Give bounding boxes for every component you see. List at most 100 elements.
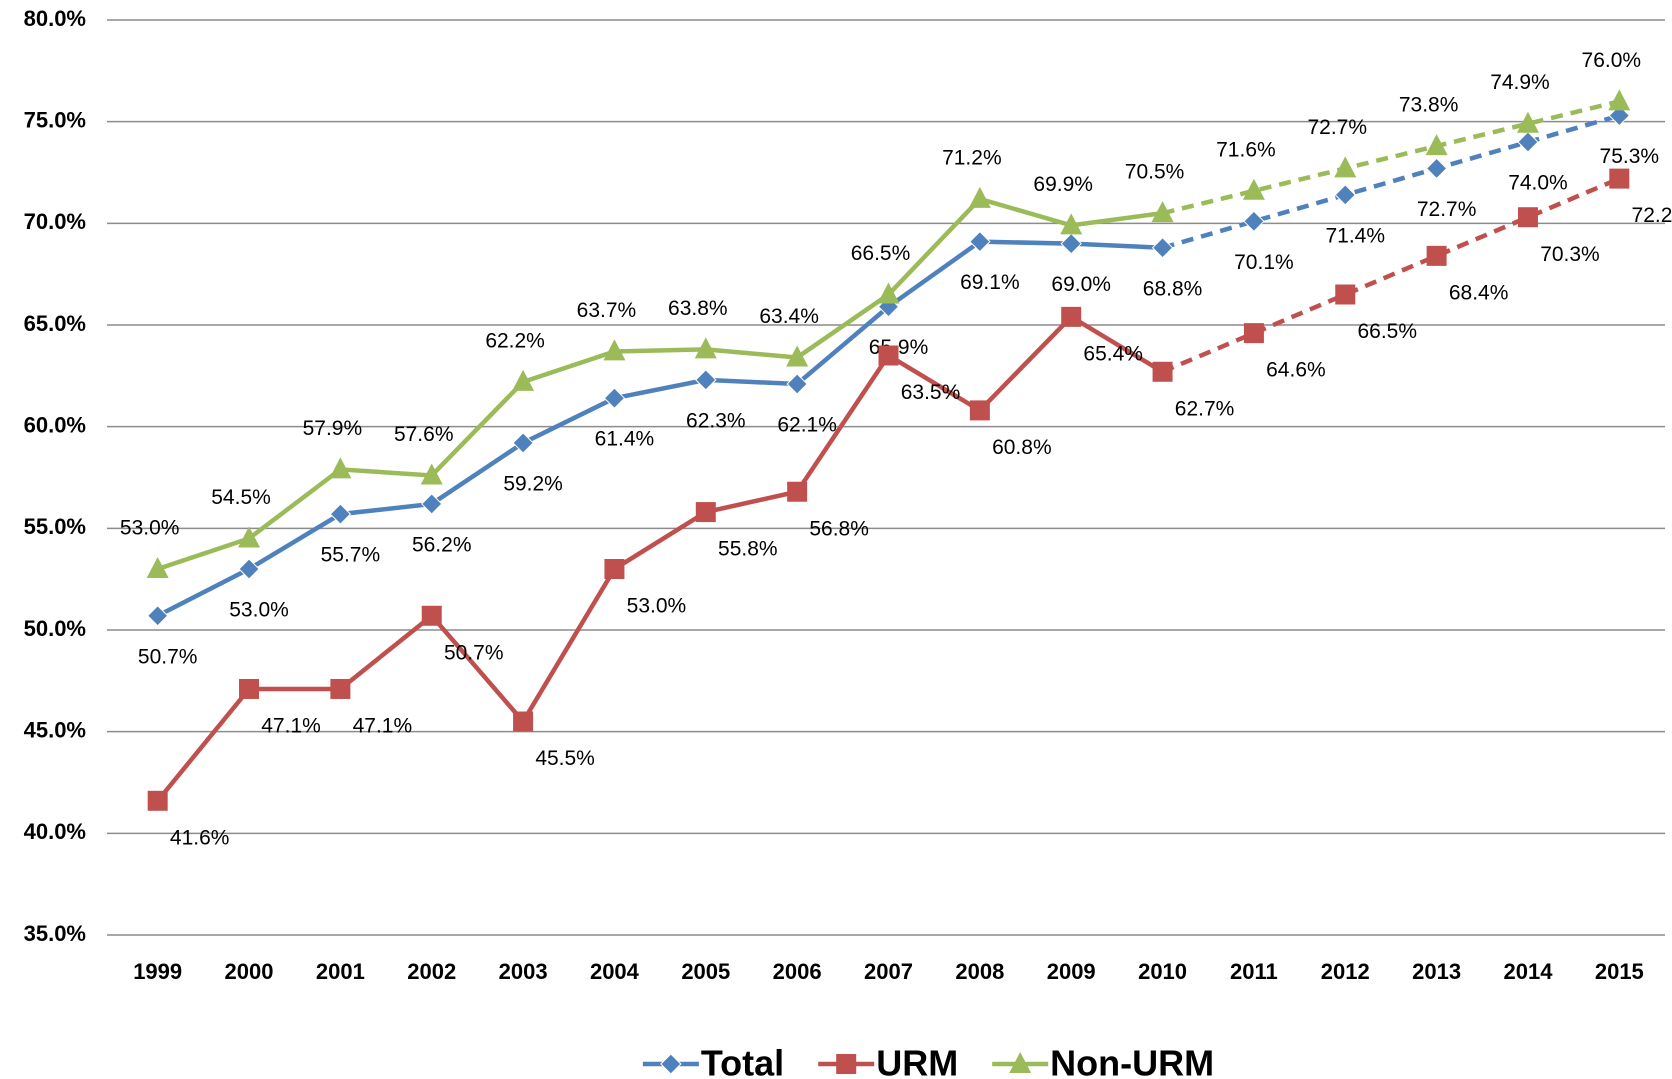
marker [1009, 1052, 1032, 1073]
x-tick-label: 2008 [955, 959, 1004, 984]
marker [1609, 168, 1630, 189]
x-tick-label: 2009 [1047, 959, 1096, 984]
series-line [155, 314, 1164, 803]
data-label: 55.8% [718, 538, 778, 561]
marker [968, 186, 991, 208]
data-label: 41.6% [170, 826, 230, 849]
marker [1334, 156, 1357, 178]
data-label: 62.1% [777, 414, 837, 437]
data-label: 68.8% [1143, 277, 1203, 300]
marker [1242, 178, 1265, 200]
x-tick-label: 2011 [1230, 959, 1278, 984]
x-tick-label: 1999 [133, 959, 182, 984]
y-tick-label: 45.0% [24, 717, 86, 742]
data-label: 72.7% [1307, 116, 1367, 139]
data-label: 59.2% [503, 472, 563, 495]
marker [1151, 201, 1174, 223]
data-label: 70.1% [1234, 251, 1294, 274]
data-label: 70.3% [1540, 243, 1600, 266]
data-label: 63.5% [901, 381, 961, 404]
marker [1243, 323, 1264, 344]
y-tick-label: 40.0% [24, 819, 86, 844]
x-tick-label: 2010 [1138, 959, 1187, 984]
legend-label: Total [701, 1043, 784, 1079]
x-tick-label: 2004 [590, 959, 640, 984]
marker [329, 457, 352, 479]
marker [238, 526, 261, 548]
marker [1516, 111, 1539, 133]
data-label: 68.4% [1449, 281, 1509, 304]
marker [146, 605, 169, 627]
marker [512, 432, 534, 454]
data-label: 62.7% [1175, 397, 1235, 420]
x-tick-label: 2014 [1503, 959, 1553, 984]
marker [1060, 232, 1082, 255]
x-tick-label: 2001 [316, 959, 365, 984]
y-tick-label: 60.0% [24, 412, 86, 437]
data-label: 53.0% [229, 599, 289, 622]
data-label: 63.8% [668, 297, 728, 320]
data-label: 47.1% [353, 715, 413, 738]
marker [877, 282, 900, 304]
series-line [156, 239, 1163, 618]
marker [512, 369, 535, 391]
y-tick-label: 65.0% [24, 311, 86, 336]
data-label: 71.6% [1216, 138, 1276, 161]
y-tick-label: 55.0% [24, 514, 86, 539]
x-tick-label: 2012 [1321, 959, 1370, 984]
data-label: 50.7% [138, 645, 198, 668]
x-tick-label: 2015 [1595, 959, 1644, 984]
data-label: 69.9% [1033, 173, 1093, 196]
marker [969, 230, 991, 253]
data-label: 55.7% [321, 544, 381, 567]
x-tick-label: 2007 [864, 959, 913, 984]
data-label: 57.6% [394, 423, 454, 446]
marker [603, 387, 626, 409]
marker [660, 1053, 682, 1075]
marker [604, 559, 625, 579]
marker [1608, 89, 1631, 111]
data-label: 66.5% [851, 242, 911, 265]
data-label: 65.4% [1083, 342, 1143, 365]
data-label: 66.5% [1357, 320, 1417, 343]
data-label: 74.9% [1490, 71, 1550, 94]
legend-label: URM [876, 1043, 958, 1079]
data-label: 75.3% [1600, 145, 1660, 168]
marker [1335, 284, 1356, 305]
data-label: 74.0% [1508, 172, 1568, 195]
marker [969, 400, 990, 421]
data-label: 70.5% [1125, 161, 1185, 184]
marker [695, 369, 717, 391]
marker [238, 558, 260, 580]
marker [1425, 134, 1448, 156]
x-tick-label: 2002 [407, 959, 456, 984]
x-tick-label: 2005 [681, 959, 730, 984]
x-tick-label: 2006 [773, 959, 822, 984]
marker [1061, 306, 1082, 327]
marker [513, 711, 534, 732]
data-label: 72.7% [1417, 198, 1477, 221]
marker [147, 790, 168, 811]
marker [786, 345, 809, 367]
data-label: 56.8% [809, 517, 869, 540]
data-label: 62.3% [686, 409, 746, 432]
legend-label: Non-URM [1050, 1043, 1214, 1079]
marker [420, 463, 443, 485]
data-label: 73.8% [1399, 94, 1459, 117]
data-label: 69.1% [960, 271, 1020, 294]
marker [1608, 104, 1631, 127]
marker [786, 373, 808, 395]
y-tick-label: 35.0% [24, 921, 86, 946]
marker [1334, 184, 1356, 206]
data-label: 53.0% [120, 517, 180, 540]
data-label: 71.4% [1325, 224, 1385, 247]
data-label: 47.1% [261, 715, 321, 738]
data-label: 72.2% [1632, 204, 1672, 227]
marker [1426, 245, 1447, 266]
marker [1152, 361, 1173, 382]
marker [695, 502, 716, 523]
marker [787, 481, 808, 502]
data-label: 54.5% [211, 486, 271, 509]
x-tick-label: 2013 [1412, 959, 1461, 984]
